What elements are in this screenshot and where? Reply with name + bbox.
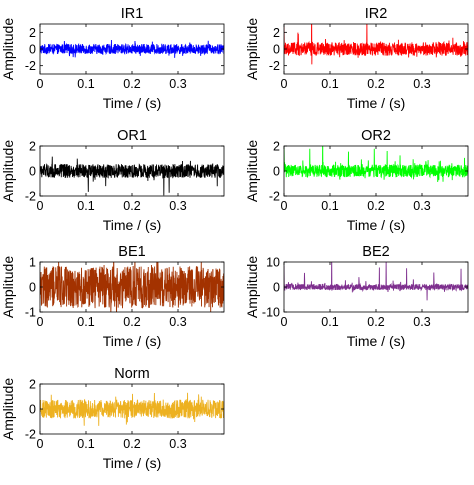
y-axis-label: Amplitude	[244, 18, 260, 80]
y-tick-label: 2	[273, 140, 280, 154]
signal-line-ir2	[284, 24, 468, 65]
x-axis-label: Time / (s)	[103, 333, 162, 349]
subplot-title: BE1	[118, 244, 145, 260]
x-tick-label: 0.1	[321, 77, 338, 91]
x-axis-label: Time / (s)	[347, 333, 406, 349]
x-tick-label: 0.3	[413, 199, 430, 213]
x-axis-label: Time / (s)	[347, 95, 406, 111]
signal-line-norm	[40, 392, 224, 426]
x-tick-label: 0.3	[413, 77, 430, 91]
x-tick-label: 0	[281, 77, 288, 91]
x-tick-label: 0	[281, 199, 288, 213]
x-tick-label: 0.3	[413, 315, 430, 329]
subplot-title: BE2	[362, 244, 389, 260]
x-axis-label: Time / (s)	[103, 455, 162, 471]
y-axis-label: Amplitude	[244, 140, 260, 202]
y-tick-label: -2	[25, 59, 36, 73]
y-axis-label: Amplitude	[0, 140, 16, 202]
y-tick-label: 0	[29, 165, 36, 179]
y-tick-label: 0	[273, 43, 280, 57]
x-tick-label: 0.1	[77, 199, 94, 213]
subplot-title: Norm	[114, 366, 149, 382]
y-tick-label: 2	[273, 26, 280, 40]
x-tick-label: 0	[37, 437, 44, 451]
y-tick-label: 0	[273, 165, 280, 179]
y-tick-label: 0	[273, 281, 280, 295]
x-axis-label: Time / (s)	[347, 217, 406, 233]
y-axis-label: Amplitude	[0, 256, 16, 318]
y-tick-label: -2	[269, 59, 280, 73]
x-tick-label: 0.2	[123, 315, 140, 329]
x-tick-label: 0.2	[367, 199, 384, 213]
x-tick-label: 0.1	[77, 77, 94, 91]
x-tick-label: 0.1	[321, 199, 338, 213]
y-axis-label: Amplitude	[0, 18, 16, 80]
y-axis-label: Amplitude	[0, 378, 16, 440]
x-tick-label: 0.2	[123, 199, 140, 213]
y-tick-label: -2	[25, 190, 36, 204]
subplot-title: OR1	[117, 128, 147, 144]
x-tick-label: 0	[37, 315, 44, 329]
x-tick-label: 0.2	[367, 315, 384, 329]
y-tick-label: 0	[29, 403, 36, 417]
x-tick-label: 0.3	[169, 315, 186, 329]
y-tick-label: -2	[269, 190, 280, 204]
signal-line-be1	[40, 262, 224, 312]
signal-line-be2	[284, 262, 468, 301]
x-tick-label: 0	[37, 77, 44, 91]
x-tick-label: 0.3	[169, 77, 186, 91]
signal-line-or1	[40, 156, 224, 196]
x-tick-label: 0.3	[169, 437, 186, 451]
subplot-title: IR1	[121, 6, 144, 22]
y-tick-label: -1	[25, 306, 36, 320]
x-tick-label: 0.3	[169, 199, 186, 213]
signal-line-or2	[284, 146, 468, 183]
x-tick-label: 0.1	[77, 315, 94, 329]
y-tick-label: 2	[29, 378, 36, 392]
y-tick-label: 1	[29, 256, 36, 270]
x-tick-label: 0.1	[321, 315, 338, 329]
x-tick-label: 0.1	[77, 437, 94, 451]
y-axis-label: Amplitude	[244, 256, 260, 318]
y-tick-label: 10	[266, 256, 280, 270]
subplot-title: IR2	[365, 6, 388, 22]
y-tick-label: 0	[29, 43, 36, 57]
y-tick-label: -10	[262, 306, 280, 320]
x-tick-label: 0.2	[367, 77, 384, 91]
x-tick-label: 0	[37, 199, 44, 213]
y-tick-label: 0	[29, 281, 36, 295]
x-tick-label: 0.2	[123, 437, 140, 451]
y-tick-label: 2	[29, 26, 36, 40]
signal-line-ir1	[40, 40, 224, 58]
y-tick-label: 2	[29, 140, 36, 154]
x-axis-label: Time / (s)	[103, 95, 162, 111]
x-tick-label: 0	[281, 315, 288, 329]
x-axis-label: Time / (s)	[103, 217, 162, 233]
subplot-title: OR2	[361, 128, 391, 144]
y-tick-label: -2	[25, 428, 36, 442]
x-tick-label: 0.2	[123, 77, 140, 91]
